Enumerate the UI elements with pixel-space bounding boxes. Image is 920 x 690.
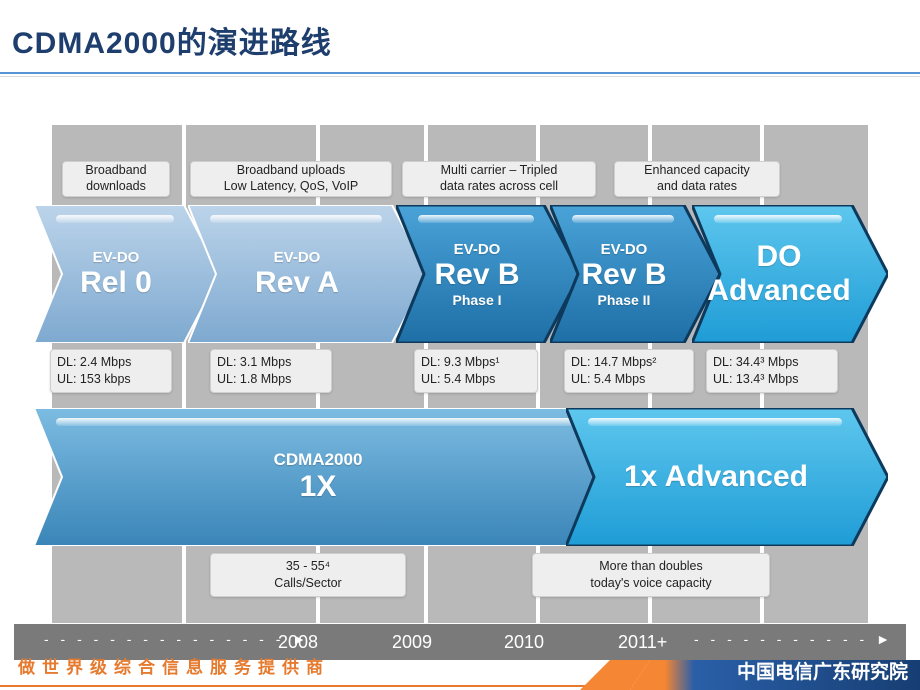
feature-label: Enhanced capacityand data rates bbox=[614, 161, 780, 197]
timeline-dots-right: - - - - - - - - - - - ► bbox=[694, 631, 894, 647]
speed-metric: DL: 14.7 Mbps²UL: 5.4 Mbps bbox=[564, 349, 694, 393]
voice-metric: More than doublestoday's voice capacity bbox=[532, 553, 770, 597]
timeline-dots-left: - - - - - - - - - - - - - - - ► bbox=[44, 631, 310, 647]
title-underline bbox=[0, 72, 920, 74]
evdo-arrow: DOAdvanced bbox=[692, 205, 888, 343]
speed-metric: DL: 2.4 MbpsUL: 153 kbps bbox=[50, 349, 172, 393]
cdma-arrow: 1x Advanced bbox=[566, 408, 888, 546]
speed-metric: DL: 34.4³ MbpsUL: 13.4³ Mbps bbox=[706, 349, 838, 393]
footer-org: 中国电信广东研究院 bbox=[737, 657, 908, 684]
feature-label: Broadbanddownloads bbox=[62, 161, 170, 197]
cdma-arrow: CDMA20001X bbox=[34, 408, 624, 546]
feature-label: Multi carrier – Tripleddata rates across… bbox=[402, 161, 596, 197]
timeline-column bbox=[318, 123, 424, 623]
feature-label: Broadband uploadsLow Latency, QoS, VoIP bbox=[190, 161, 392, 197]
footer-ribbon: 中国电信广东研究院 bbox=[580, 650, 920, 690]
speed-metric: DL: 3.1 MbpsUL: 1.8 Mbps bbox=[210, 349, 332, 393]
title-underline-thin bbox=[0, 76, 920, 77]
footer: 做世界级综合信息服务提供商 中国电信广东研究院 bbox=[0, 646, 920, 690]
footer-slogan: 做世界级综合信息服务提供商 bbox=[18, 653, 330, 678]
page-title: CDMA2000的演进路线 bbox=[0, 0, 920, 70]
footer-line bbox=[0, 685, 620, 687]
speed-metric: DL: 9.3 Mbps¹UL: 5.4 Mbps bbox=[414, 349, 538, 393]
roadmap-diagram: 2008200920102011+- - - - - - - - - - - -… bbox=[10, 119, 910, 664]
evdo-arrow: EV-DORev A bbox=[188, 205, 428, 343]
voice-metric: 35 - 55⁴Calls/Sector bbox=[210, 553, 406, 597]
